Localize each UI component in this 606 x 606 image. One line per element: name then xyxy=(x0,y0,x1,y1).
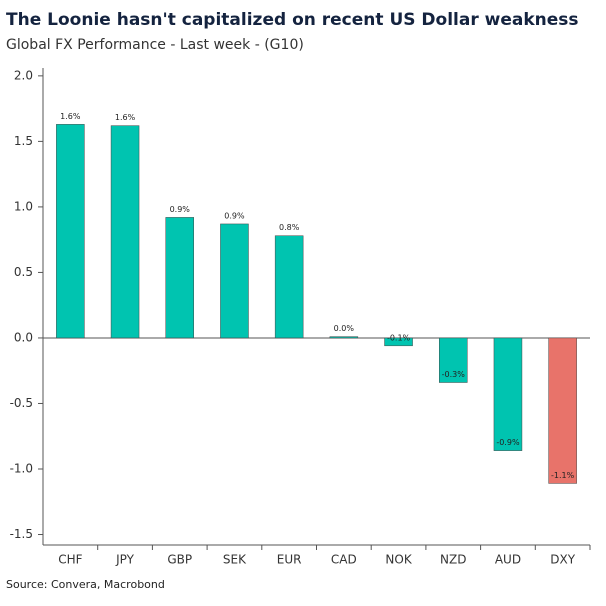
y-tick-label: -0.5 xyxy=(10,396,33,410)
y-tick-label: 0.0 xyxy=(14,330,33,344)
bar xyxy=(274,235,304,339)
bar xyxy=(384,337,413,347)
bar xyxy=(439,337,468,383)
bar xyxy=(56,124,85,339)
value-label: -1.1% xyxy=(551,471,575,480)
x-tick-label: CHF xyxy=(58,553,82,567)
x-tick-label: JPY xyxy=(115,553,135,567)
x-tick-label: NZD xyxy=(440,553,466,567)
chart-title: The Loonie hasn't capitalized on recent … xyxy=(6,10,579,30)
x-tick-label: DXY xyxy=(550,553,575,567)
x-tick-label: CAD xyxy=(331,553,357,567)
value-label: 0.9% xyxy=(170,205,191,214)
bar xyxy=(493,337,523,451)
value-label: -0.3% xyxy=(442,370,466,379)
bar xyxy=(548,337,577,484)
y-tick-label: -1.0 xyxy=(10,461,33,475)
y-tick-label: -1.5 xyxy=(10,527,33,541)
x-tick-label: EUR xyxy=(277,553,302,567)
y-tick-label: 0.5 xyxy=(14,265,33,279)
y-tick-label: 1.5 xyxy=(14,134,33,148)
bar xyxy=(165,217,194,339)
value-label: 0.9% xyxy=(224,211,245,220)
bar xyxy=(329,336,359,339)
source-note: Source: Convera, Macrobond xyxy=(6,578,165,591)
value-label: -0.1% xyxy=(387,333,411,342)
x-tick-label: AUD xyxy=(495,553,521,567)
bar xyxy=(220,223,249,339)
value-label: 1.6% xyxy=(60,112,81,121)
y-tick-label: 1.0 xyxy=(14,199,33,213)
chart-subtitle: Global FX Performance - Last week - (G10… xyxy=(6,37,304,53)
value-label: 1.6% xyxy=(115,113,136,122)
value-label: 0.0% xyxy=(334,324,355,333)
bar xyxy=(110,125,140,339)
x-tick-label: SEK xyxy=(223,553,247,567)
y-tick-label: 2.0 xyxy=(14,68,33,82)
value-label: 0.8% xyxy=(279,223,300,232)
x-tick-label: GBP xyxy=(167,553,192,567)
x-tick-label: NOK xyxy=(385,553,412,567)
value-label: -0.9% xyxy=(496,438,520,447)
